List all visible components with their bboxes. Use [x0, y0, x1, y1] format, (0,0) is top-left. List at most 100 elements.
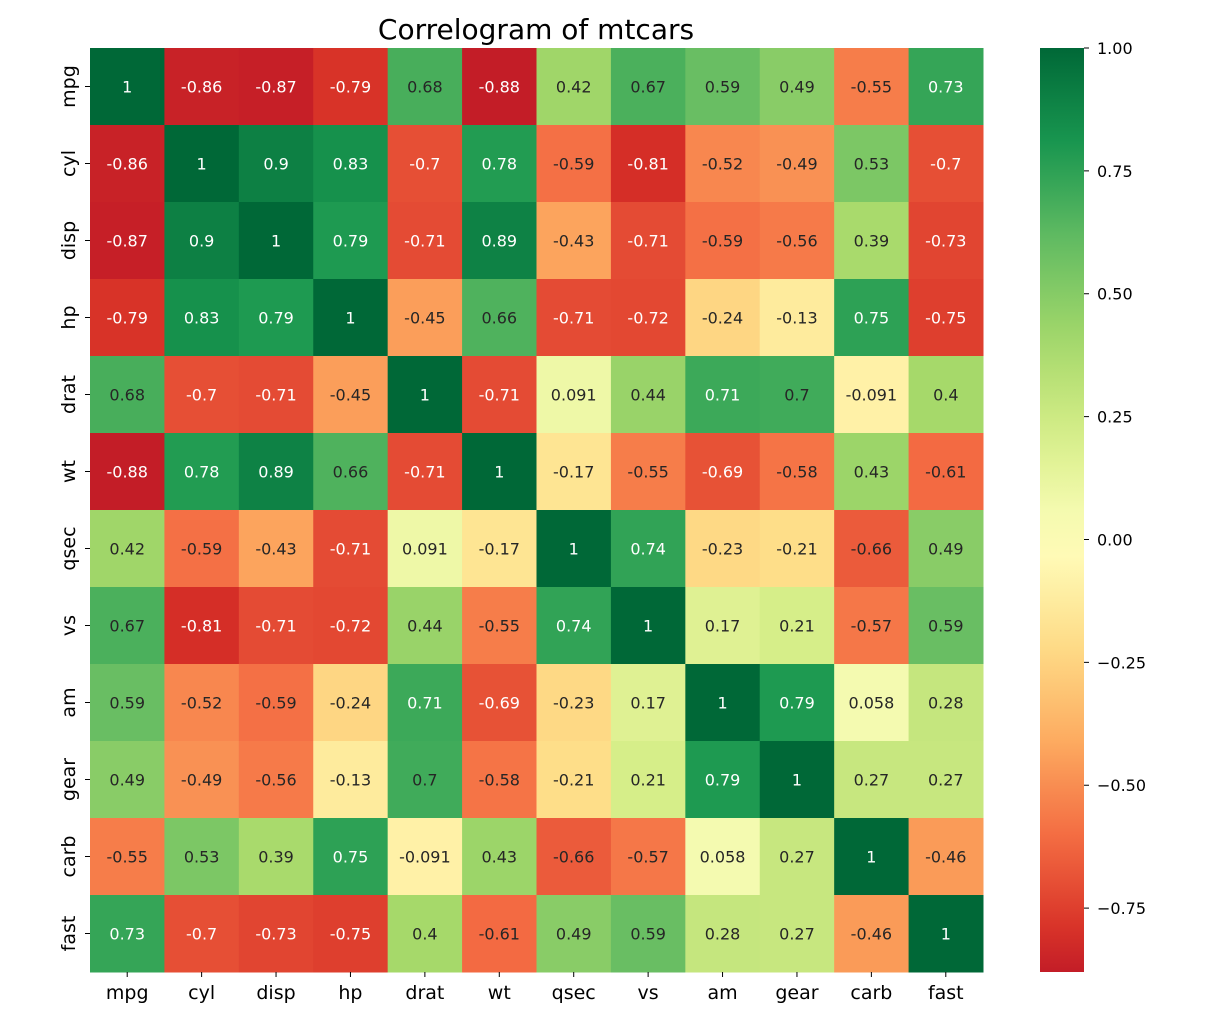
- cell-value-label: 0.4: [412, 925, 437, 944]
- y-tick-label: cyl: [58, 150, 80, 177]
- heatmap-cell: [759, 125, 835, 203]
- heatmap-cell: [908, 895, 984, 973]
- cell-value-label: -0.72: [330, 617, 371, 636]
- heatmap-cell: [387, 356, 463, 434]
- heatmap-cell: [908, 356, 984, 434]
- cell-value-label: -0.71: [479, 386, 520, 405]
- cell-value-label: -0.59: [553, 155, 594, 174]
- cell-value-label: -0.56: [776, 232, 817, 251]
- cell-value-label: -0.23: [553, 694, 594, 713]
- heatmap-cell: [834, 202, 910, 280]
- heatmap-cell: [536, 48, 612, 126]
- heatmap-cell: [164, 48, 240, 126]
- cell-value-label: 0.28: [928, 694, 964, 713]
- heatmap-cell: [536, 125, 612, 203]
- cell-value-label: 0.67: [109, 617, 145, 636]
- cell-value-label: -0.43: [255, 540, 296, 559]
- cell-value-label: -0.57: [851, 617, 892, 636]
- cell-value-label: -0.091: [846, 386, 898, 405]
- cell-value-label: 0.89: [258, 463, 294, 482]
- heatmap-cell: [759, 356, 835, 434]
- heatmap-cell: [238, 433, 314, 511]
- colorbar-tick-label: 0.00: [1097, 530, 1133, 549]
- heatmap-cell: [387, 48, 463, 126]
- heatmap-cell: [90, 279, 165, 357]
- cell-value-label: -0.69: [479, 694, 520, 713]
- heatmap-cell: [387, 279, 463, 357]
- x-tick-label: cyl: [188, 982, 215, 1004]
- cell-value-label: -0.87: [255, 78, 296, 97]
- heatmap-cell: [313, 510, 389, 588]
- heatmap-cell: [164, 433, 240, 511]
- cell-value-label: -0.7: [409, 155, 440, 174]
- heatmap-cell: [908, 125, 984, 203]
- heatmap-cell: [908, 818, 984, 896]
- cell-value-label: -0.52: [702, 155, 743, 174]
- cell-value-label: -0.58: [776, 463, 817, 482]
- cell-value-label: 0.74: [630, 540, 666, 559]
- x-tick-label: wt: [488, 982, 511, 1004]
- heatmap-cell: [610, 895, 686, 973]
- heatmap-cell: [313, 818, 389, 896]
- cell-value-label: -0.45: [404, 309, 445, 328]
- cell-value-label: -0.66: [553, 848, 594, 867]
- heatmap-cell: [387, 510, 463, 588]
- cell-value-label: 0.7: [784, 386, 809, 405]
- heatmap-cell: [759, 895, 835, 973]
- heatmap-cell: [387, 818, 463, 896]
- cell-value-label: 0.21: [779, 617, 815, 636]
- colorbar-tick-label: 1.00: [1097, 39, 1133, 58]
- cell-value-label: 0.71: [407, 694, 443, 713]
- heatmap-cell: [238, 741, 314, 819]
- cell-value-label: 0.058: [700, 848, 746, 867]
- cell-value-label: -0.66: [851, 540, 892, 559]
- heatmap-cell: [685, 895, 761, 973]
- cell-value-label: 0.17: [630, 694, 666, 713]
- cell-value-label: 0.9: [189, 232, 214, 251]
- cell-value-label: 0.68: [109, 386, 145, 405]
- heatmap-cell: [238, 818, 314, 896]
- heatmap-cell: [313, 664, 389, 742]
- heatmap-cell: [90, 356, 165, 434]
- cell-value-label: 1: [866, 848, 876, 867]
- heatmap-cell: [90, 202, 165, 280]
- cell-value-label: 0.44: [630, 386, 666, 405]
- cell-value-label: 1: [941, 925, 951, 944]
- heatmap-cell: [610, 356, 686, 434]
- heatmap-cell: [536, 587, 612, 665]
- cell-value-label: -0.75: [330, 925, 371, 944]
- heatmap-cell: [90, 664, 165, 742]
- cell-value-label: 1: [494, 463, 504, 482]
- heatmap-cell: [536, 202, 612, 280]
- x-tick-label: gear: [775, 982, 818, 1004]
- heatmap-cell: [610, 48, 686, 126]
- y-axis: mpg cyl disp hp drat wt qsec vs am gear carb fast: [58, 65, 90, 951]
- cell-value-label: 0.66: [481, 309, 517, 328]
- cell-value-label: 0.49: [928, 540, 964, 559]
- cell-value-label: 0.73: [109, 925, 145, 944]
- cell-value-label: -0.87: [107, 232, 148, 251]
- heatmap-cell: [834, 587, 910, 665]
- cell-value-label: 0.79: [258, 309, 294, 328]
- cell-value-label: 0.83: [333, 155, 369, 174]
- heatmap-cell: [834, 664, 910, 742]
- cell-value-label: -0.86: [107, 155, 148, 174]
- heatmap-cell: [313, 895, 389, 973]
- cell-value-label: -0.71: [404, 232, 445, 251]
- heatmap-cell: [685, 664, 761, 742]
- cell-value-label: 0.49: [109, 771, 145, 790]
- heatmap-cell: [610, 433, 686, 511]
- heatmap-cell: [834, 895, 910, 973]
- heatmap-cell: [462, 279, 537, 357]
- heatmap-cell: [908, 279, 984, 357]
- cell-value-label: -0.88: [479, 78, 520, 97]
- heatmap-cell: [536, 279, 612, 357]
- cell-value-label: 0.79: [705, 771, 741, 790]
- colorbar-tick-label: 0.75: [1097, 162, 1133, 181]
- heatmap-cell: [164, 356, 240, 434]
- x-tick-label: fast: [928, 982, 964, 1004]
- cell-value-label: -0.86: [181, 78, 222, 97]
- heatmap-cell: [462, 48, 537, 126]
- cell-value-label: -0.71: [553, 309, 594, 328]
